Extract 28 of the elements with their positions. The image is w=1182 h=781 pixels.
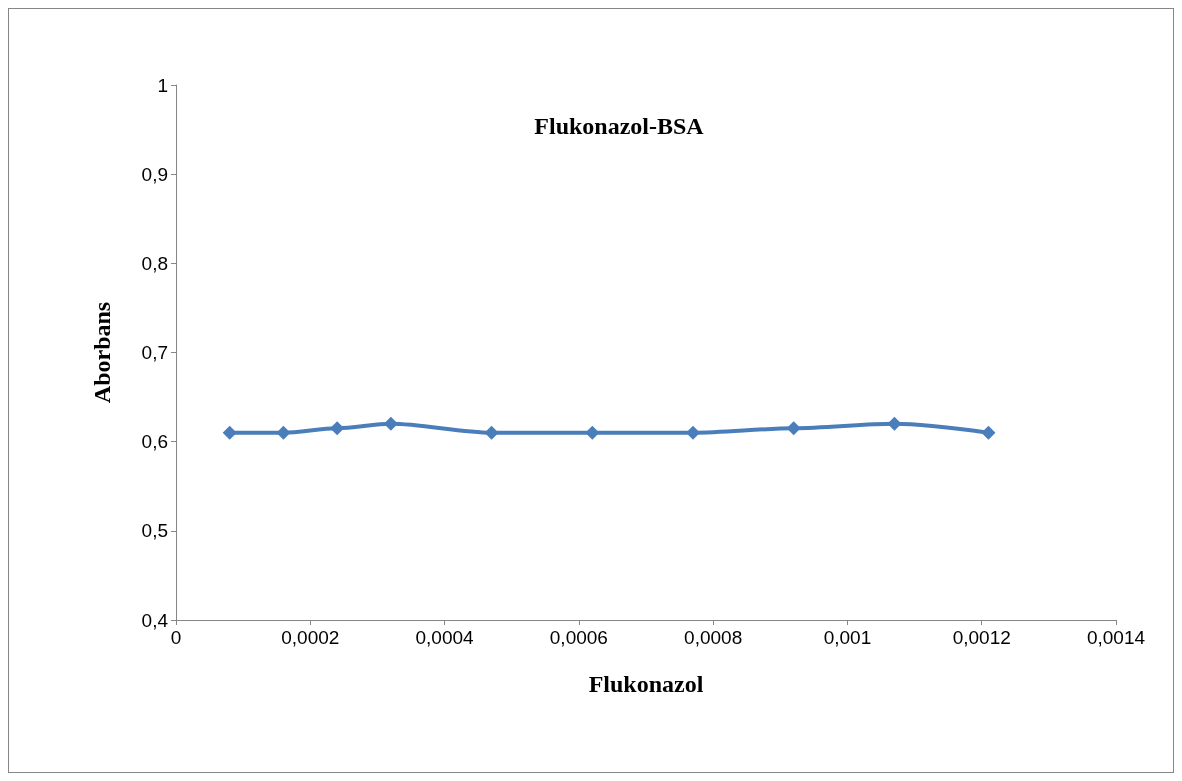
point [383,416,398,431]
point [276,425,291,440]
x-tick-label: 0,0008 [684,627,743,648]
point [330,421,345,436]
point [222,425,237,440]
x-axis-title: Flukonazol [588,671,704,697]
y-tick-label: 0,7 [141,342,168,363]
y-tick-label: 0,4 [141,609,169,631]
x-tick-label: 0,0006 [549,627,608,648]
x-tick-label: 0 [170,627,182,648]
y-axis-title: Aborbans [89,301,115,404]
x-tick-label: 0,0012 [952,627,1011,648]
y-tick-label: 0,6 [141,431,168,453]
y-tick-label: 0,5 [141,520,168,542]
text: Flukonazol-BSA [534,113,705,139]
x-tick-label: 0,0014 [1086,627,1146,648]
x-tick-label: 0,001 [823,627,872,648]
x-tick-label: 0,0004 [415,627,475,648]
point [585,425,600,440]
x-tick-label: 0,0002 [281,627,340,648]
y-tick-label: 1 [157,74,168,96]
y-tick-label: 0,8 [141,252,168,274]
point [484,425,499,440]
point [686,425,700,440]
point [981,425,996,440]
y-tick-label: 0,9 [141,163,168,185]
point [786,421,801,436]
point [887,416,902,431]
